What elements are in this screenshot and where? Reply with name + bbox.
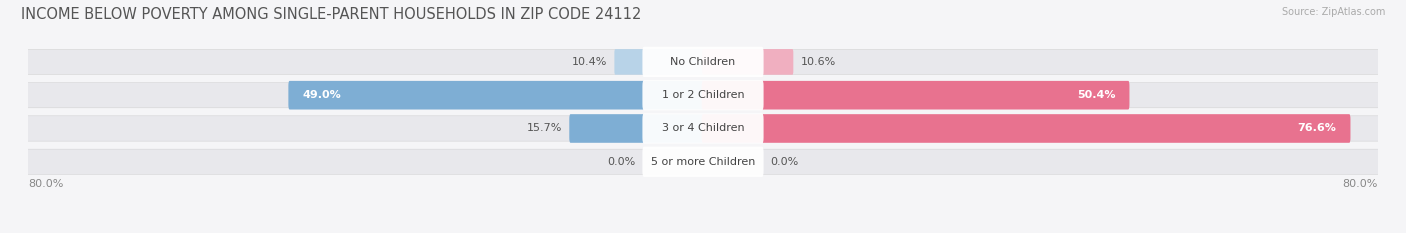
Text: 1 or 2 Children: 1 or 2 Children [662,90,744,100]
Text: 15.7%: 15.7% [527,123,562,134]
Legend: Single Father, Single Mother: Single Father, Single Mother [600,230,806,233]
FancyBboxPatch shape [643,47,763,77]
Text: 0.0%: 0.0% [770,157,799,167]
FancyBboxPatch shape [643,147,763,177]
Text: 80.0%: 80.0% [1343,179,1378,189]
FancyBboxPatch shape [702,81,1129,110]
Text: 3 or 4 Children: 3 or 4 Children [662,123,744,134]
FancyBboxPatch shape [20,49,1386,75]
Text: 50.4%: 50.4% [1077,90,1115,100]
Text: Source: ZipAtlas.com: Source: ZipAtlas.com [1281,7,1385,17]
Text: 76.6%: 76.6% [1298,123,1337,134]
FancyBboxPatch shape [702,49,793,75]
FancyBboxPatch shape [702,114,1350,143]
FancyBboxPatch shape [20,149,1386,175]
Text: 80.0%: 80.0% [28,179,63,189]
Text: 49.0%: 49.0% [302,90,342,100]
FancyBboxPatch shape [643,80,763,110]
Text: No Children: No Children [671,57,735,67]
FancyBboxPatch shape [288,81,704,110]
FancyBboxPatch shape [569,114,704,143]
Text: 5 or more Children: 5 or more Children [651,157,755,167]
FancyBboxPatch shape [643,113,763,144]
FancyBboxPatch shape [20,82,1386,108]
FancyBboxPatch shape [20,116,1386,141]
Text: 10.4%: 10.4% [571,57,607,67]
FancyBboxPatch shape [614,49,704,75]
Text: 0.0%: 0.0% [607,157,636,167]
Text: INCOME BELOW POVERTY AMONG SINGLE-PARENT HOUSEHOLDS IN ZIP CODE 24112: INCOME BELOW POVERTY AMONG SINGLE-PARENT… [21,7,641,22]
Text: 10.6%: 10.6% [801,57,837,67]
